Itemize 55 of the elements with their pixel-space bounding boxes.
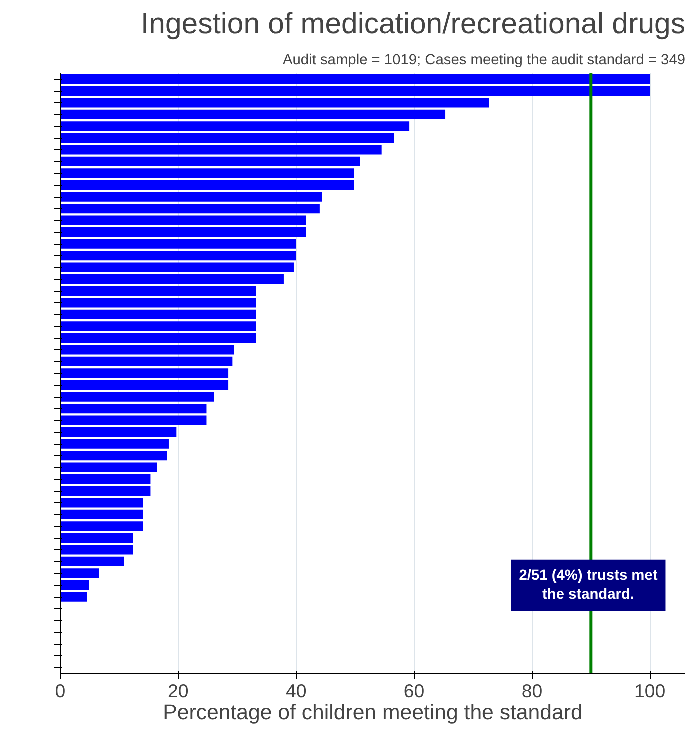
bar: [60, 439, 169, 449]
bar: [60, 251, 296, 261]
bar: [60, 262, 294, 272]
bar: [60, 404, 207, 414]
bar: [60, 462, 158, 472]
bar: [60, 110, 446, 120]
bar: [60, 145, 382, 155]
bar: [60, 216, 306, 226]
bar: [60, 416, 207, 426]
bar: [60, 180, 354, 190]
bar: [60, 192, 322, 202]
bar: [60, 333, 256, 344]
x-axis-title: Percentage of children meeting the standard: [163, 700, 583, 724]
x-tick-label: 100: [634, 680, 666, 702]
x-tick-label: 80: [522, 680, 543, 702]
bar: [60, 498, 144, 508]
bar: [60, 310, 256, 320]
bar: [60, 510, 144, 520]
bar: [60, 98, 490, 108]
bar: [60, 286, 256, 296]
bar: [60, 74, 650, 84]
bar: [60, 474, 151, 484]
bar: [60, 428, 177, 438]
bar: [60, 380, 229, 390]
bar: [60, 122, 410, 132]
x-tick-label: 60: [404, 680, 425, 702]
bar: [60, 204, 320, 214]
bar: [60, 545, 134, 555]
annotation: 2/51 (4%) trusts met the standard.: [519, 568, 658, 604]
bar: [60, 368, 229, 378]
bar: [60, 580, 90, 590]
bar: [60, 522, 144, 532]
bar: [60, 156, 360, 167]
x-tick-label: 20: [168, 680, 189, 702]
bar: [60, 239, 296, 249]
bar: [60, 228, 306, 238]
bar: [60, 486, 151, 496]
bar: [60, 274, 284, 284]
bar: [60, 556, 124, 567]
chart-title: Ingestion of medication/recreational drugs: [140, 8, 686, 40]
x-tick-label: 40: [286, 680, 307, 702]
chart-subtitle: Audit sample = 1019; Cases meeting the audit standard = 349: [283, 52, 686, 68]
bar: [60, 168, 354, 178]
bar: [60, 533, 134, 544]
bar: [60, 322, 256, 332]
bar: [60, 345, 234, 355]
bar: [60, 451, 168, 461]
bar: [60, 86, 650, 96]
bar: [60, 592, 88, 602]
bar: [60, 392, 214, 402]
bar: [60, 356, 233, 367]
x-tick-label: 0: [55, 680, 66, 702]
bar: [60, 133, 394, 144]
bar: [60, 568, 100, 578]
bar: [60, 298, 256, 308]
